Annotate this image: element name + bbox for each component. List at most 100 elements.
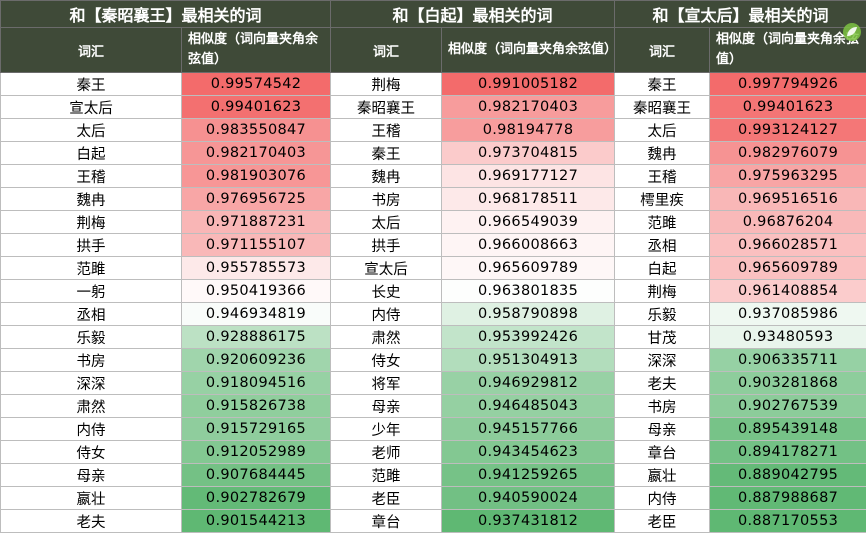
similarity-cell[interactable]: 0.975963295 bbox=[709, 164, 866, 188]
similarity-cell[interactable]: 0.915729165 bbox=[180, 417, 332, 441]
word-cell[interactable]: 宣太后 bbox=[0, 95, 182, 119]
similarity-cell[interactable]: 0.966028571 bbox=[709, 233, 866, 257]
similarity-cell[interactable]: 0.99574542 bbox=[180, 72, 332, 96]
similarity-cell[interactable]: 0.912052989 bbox=[180, 440, 332, 464]
similarity-cell[interactable]: 0.937085986 bbox=[709, 302, 866, 326]
similarity-cell[interactable]: 0.895439148 bbox=[709, 417, 866, 441]
similarity-cell[interactable]: 0.955785573 bbox=[180, 256, 332, 280]
similarity-cell[interactable]: 0.946934819 bbox=[180, 302, 332, 326]
similarity-cell[interactable]: 0.98194778 bbox=[441, 118, 616, 142]
word-cell[interactable]: 秦昭襄王 bbox=[330, 95, 443, 119]
word-cell[interactable]: 太后 bbox=[0, 118, 182, 142]
similarity-cell[interactable]: 0.971155107 bbox=[180, 233, 332, 257]
word-cell[interactable]: 深深 bbox=[0, 371, 182, 395]
word-cell[interactable]: 长史 bbox=[330, 279, 443, 303]
word-cell[interactable]: 书房 bbox=[330, 187, 443, 211]
word-cell[interactable]: 内侍 bbox=[0, 417, 182, 441]
word-cell[interactable]: 拱手 bbox=[330, 233, 443, 257]
similarity-cell[interactable]: 0.946485043 bbox=[441, 394, 616, 418]
similarity-cell[interactable]: 0.907684445 bbox=[180, 463, 332, 487]
similarity-cell[interactable]: 0.99401623 bbox=[180, 95, 332, 119]
word-cell[interactable]: 书房 bbox=[0, 348, 182, 372]
similarity-cell[interactable]: 0.965609789 bbox=[709, 256, 866, 280]
similarity-cell[interactable]: 0.969516516 bbox=[709, 187, 866, 211]
similarity-cell[interactable]: 0.889042795 bbox=[709, 463, 866, 487]
word-cell[interactable]: 太后 bbox=[330, 210, 443, 234]
word-cell[interactable]: 王稽 bbox=[0, 164, 182, 188]
word-cell[interactable]: 白起 bbox=[0, 141, 182, 165]
word-cell[interactable]: 王稽 bbox=[614, 164, 711, 188]
similarity-cell[interactable]: 0.981903076 bbox=[180, 164, 332, 188]
word-cell[interactable]: 魏冉 bbox=[0, 187, 182, 211]
similarity-cell[interactable]: 0.966549039 bbox=[441, 210, 616, 234]
word-cell[interactable]: 范雎 bbox=[0, 256, 182, 280]
similarity-cell[interactable]: 0.901544213 bbox=[180, 509, 332, 533]
word-cell[interactable]: 樗里疾 bbox=[614, 187, 711, 211]
similarity-cell[interactable]: 0.966008663 bbox=[441, 233, 616, 257]
word-cell[interactable]: 肃然 bbox=[0, 394, 182, 418]
word-cell[interactable]: 少年 bbox=[330, 417, 443, 441]
similarity-cell[interactable]: 0.915826738 bbox=[180, 394, 332, 418]
similarity-cell[interactable]: 0.976956725 bbox=[180, 187, 332, 211]
similarity-cell[interactable]: 0.941259265 bbox=[441, 463, 616, 487]
similarity-cell[interactable]: 0.903281868 bbox=[709, 371, 866, 395]
similarity-cell[interactable]: 0.945157766 bbox=[441, 417, 616, 441]
similarity-cell[interactable]: 0.951304913 bbox=[441, 348, 616, 372]
word-cell[interactable]: 荆梅 bbox=[614, 279, 711, 303]
similarity-cell[interactable]: 0.983550847 bbox=[180, 118, 332, 142]
word-cell[interactable]: 章台 bbox=[614, 440, 711, 464]
word-cell[interactable]: 甘茂 bbox=[614, 325, 711, 349]
word-cell[interactable]: 白起 bbox=[614, 256, 711, 280]
similarity-cell[interactable]: 0.991005182 bbox=[441, 72, 616, 96]
word-cell[interactable]: 嬴壮 bbox=[614, 463, 711, 487]
similarity-cell[interactable]: 0.940590024 bbox=[441, 486, 616, 510]
word-cell[interactable]: 乐毅 bbox=[0, 325, 182, 349]
word-cell[interactable]: 魏冉 bbox=[614, 141, 711, 165]
word-cell[interactable]: 范雎 bbox=[614, 210, 711, 234]
similarity-cell[interactable]: 0.946929812 bbox=[441, 371, 616, 395]
word-cell[interactable]: 一躬 bbox=[0, 279, 182, 303]
similarity-cell[interactable]: 0.982170403 bbox=[180, 141, 332, 165]
word-cell[interactable]: 王稽 bbox=[330, 118, 443, 142]
word-cell[interactable]: 乐毅 bbox=[614, 302, 711, 326]
word-cell[interactable]: 太后 bbox=[614, 118, 711, 142]
similarity-cell[interactable]: 0.920609236 bbox=[180, 348, 332, 372]
similarity-cell[interactable]: 0.982976079 bbox=[709, 141, 866, 165]
similarity-cell[interactable]: 0.928886175 bbox=[180, 325, 332, 349]
word-cell[interactable]: 秦昭襄王 bbox=[614, 95, 711, 119]
word-cell[interactable]: 母亲 bbox=[330, 394, 443, 418]
similarity-cell[interactable]: 0.997794926 bbox=[709, 72, 866, 96]
word-cell[interactable]: 荆梅 bbox=[330, 72, 443, 96]
word-cell[interactable]: 肃然 bbox=[330, 325, 443, 349]
word-cell[interactable]: 老夫 bbox=[0, 509, 182, 533]
similarity-cell[interactable]: 0.968178511 bbox=[441, 187, 616, 211]
word-cell[interactable]: 将军 bbox=[330, 371, 443, 395]
similarity-cell[interactable]: 0.971887231 bbox=[180, 210, 332, 234]
word-cell[interactable]: 宣太后 bbox=[330, 256, 443, 280]
similarity-cell[interactable]: 0.894178271 bbox=[709, 440, 866, 464]
similarity-cell[interactable]: 0.958790898 bbox=[441, 302, 616, 326]
similarity-cell[interactable]: 0.969177127 bbox=[441, 164, 616, 188]
similarity-cell[interactable]: 0.906335711 bbox=[709, 348, 866, 372]
word-cell[interactable]: 母亲 bbox=[614, 417, 711, 441]
word-cell[interactable]: 秦王 bbox=[0, 72, 182, 96]
similarity-cell[interactable]: 0.973704815 bbox=[441, 141, 616, 165]
word-cell[interactable]: 魏冉 bbox=[330, 164, 443, 188]
word-cell[interactable]: 侍女 bbox=[0, 440, 182, 464]
similarity-cell[interactable]: 0.963801835 bbox=[441, 279, 616, 303]
word-cell[interactable]: 丞相 bbox=[614, 233, 711, 257]
similarity-cell[interactable]: 0.902782679 bbox=[180, 486, 332, 510]
word-cell[interactable]: 内侍 bbox=[614, 486, 711, 510]
word-cell[interactable]: 老夫 bbox=[614, 371, 711, 395]
similarity-cell[interactable]: 0.943454623 bbox=[441, 440, 616, 464]
similarity-cell[interactable]: 0.902767539 bbox=[709, 394, 866, 418]
word-cell[interactable]: 丞相 bbox=[0, 302, 182, 326]
similarity-cell[interactable]: 0.96876204 bbox=[709, 210, 866, 234]
similarity-cell[interactable]: 0.965609789 bbox=[441, 256, 616, 280]
word-cell[interactable]: 老臣 bbox=[330, 486, 443, 510]
word-cell[interactable]: 老臣 bbox=[614, 509, 711, 533]
word-cell[interactable]: 嬴壮 bbox=[0, 486, 182, 510]
word-cell[interactable]: 范雎 bbox=[330, 463, 443, 487]
similarity-cell[interactable]: 0.982170403 bbox=[441, 95, 616, 119]
word-cell[interactable]: 拱手 bbox=[0, 233, 182, 257]
